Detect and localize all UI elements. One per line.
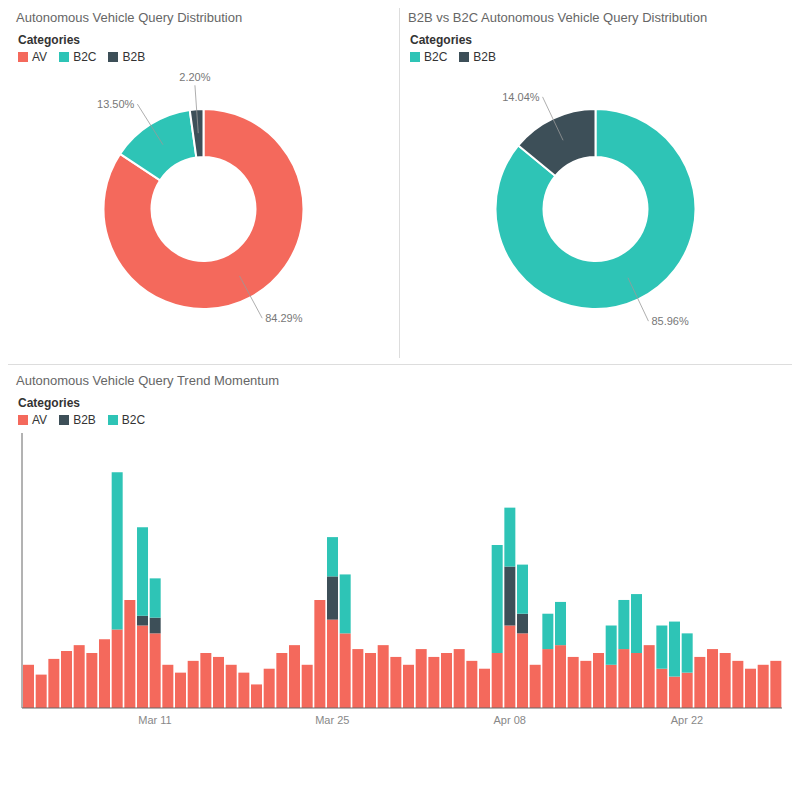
svg-text:Apr 08: Apr 08 <box>493 714 525 726</box>
svg-text:2.20%: 2.20% <box>179 71 210 83</box>
html-text:AV: AV <box>32 413 48 427</box>
svg-text:85.96%: 85.96% <box>651 315 689 327</box>
html-text:B2B: B2B <box>473 50 496 64</box>
html-text:B2C: B2C <box>424 50 448 64</box>
html-text:Categories: Categories <box>410 33 472 47</box>
svg-text:Mar 25: Mar 25 <box>315 714 349 726</box>
svg-text:Apr 22: Apr 22 <box>671 714 703 726</box>
svg-text:14.04%: 14.04% <box>502 91 540 103</box>
svg-text:Mar 11: Mar 11 <box>138 714 171 726</box>
html-text:Autonomous Vehicle Query Distr: Autonomous Vehicle Query Distribution <box>16 10 243 25</box>
html-text:Autonomous Vehicle Query Trend: Autonomous Vehicle Query Trend Momentum <box>16 373 279 388</box>
svg-text:13.50%: 13.50% <box>97 98 135 110</box>
html-text:B2C: B2C <box>121 413 146 427</box>
html-text:Categories: Categories <box>18 33 80 47</box>
html-text:AV: AV <box>32 50 48 64</box>
svg-text:84.29%: 84.29% <box>265 312 303 324</box>
html-text:B2B vs B2C Autonomous Vehicle: B2B vs B2C Autonomous Vehicle Query Dist… <box>408 10 708 25</box>
html-text:B2B: B2B <box>122 50 146 64</box>
html-text:B2B: B2B <box>73 413 96 427</box>
html-text:B2C: B2C <box>73 50 97 64</box>
html-text:Categories: Categories <box>18 396 80 410</box>
